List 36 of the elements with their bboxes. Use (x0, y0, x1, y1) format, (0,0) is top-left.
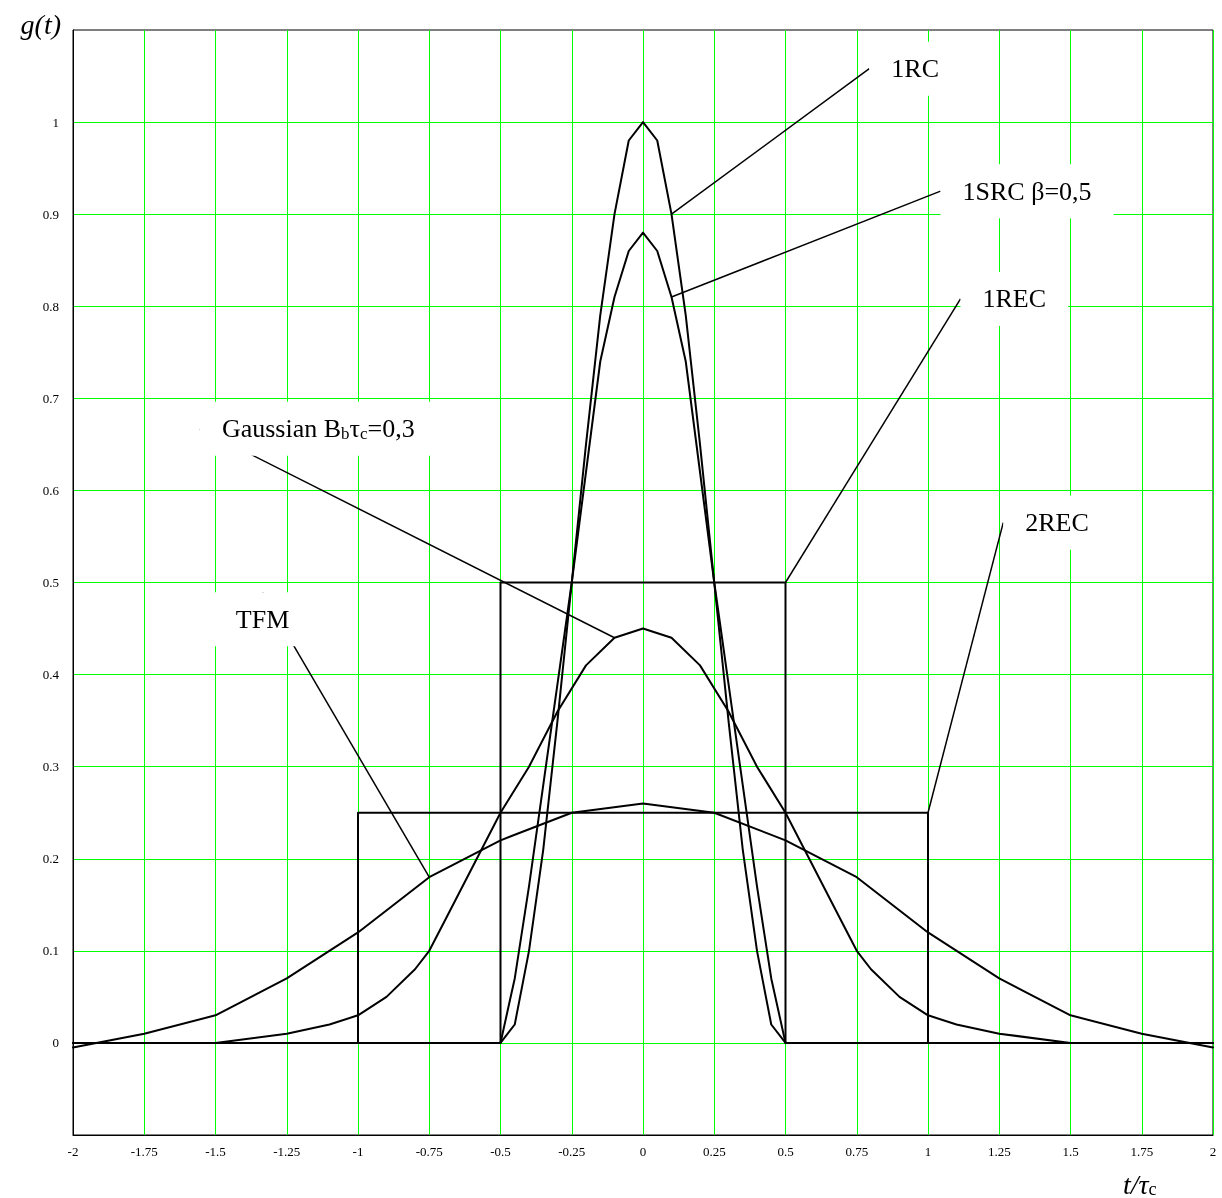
text: 1RC (891, 54, 939, 84)
x-tick-label: -1.25 (273, 1144, 301, 1159)
x-tick-label: 1 (924, 1144, 932, 1159)
text: TFM (235, 604, 290, 634)
y-tick-label: 0.4 (42, 667, 60, 683)
y-tick-label: 0.2 (42, 851, 59, 867)
text: 1REC (982, 284, 1047, 314)
text: 2REC (1025, 508, 1089, 538)
text: 1SRC β=0,5 (962, 176, 1092, 206)
y-tick-label: 0.8 (42, 298, 59, 314)
x-tick-label: -0.75 (415, 1144, 443, 1159)
x-tick-label: 1.5 (1062, 1144, 1079, 1159)
y-tick-label: 0.3 (42, 759, 59, 775)
x-tick-label: -1.5 (205, 1144, 226, 1159)
x-tick-label: 0.25 (702, 1144, 726, 1159)
x-tick-label: 1.25 (987, 1144, 1011, 1159)
y-tick-label: 0.5 (42, 575, 59, 590)
x-tick-label: -0.25 (558, 1144, 586, 1159)
y-axis-title: g(t) (20, 8, 61, 40)
y-tick-label: 0.1 (42, 943, 59, 959)
x-tick-label: -1 (352, 1144, 364, 1159)
y-tick-label: 0 (52, 1035, 59, 1051)
y-tick-label: 0.6 (42, 482, 60, 498)
x-axis-title: t/τc (1123, 1168, 1157, 1198)
x-tick-label: 1.75 (1130, 1144, 1154, 1159)
x-tick-label: 2 (1209, 1144, 1217, 1159)
x-tick-label: 0 (639, 1144, 647, 1159)
x-tick-label: 0.75 (845, 1144, 869, 1159)
text: Gaussian Bbτc=0,3 (221, 414, 415, 444)
y-tick-label: 0.7 (42, 390, 60, 406)
y-tick-label: 0.9 (42, 206, 59, 222)
x-tick-label: -1.75 (130, 1144, 158, 1159)
y-tick-label: 1 (52, 114, 59, 130)
x-tick-label: -0.5 (490, 1144, 511, 1159)
x-tick-label: 0.5 (777, 1144, 794, 1159)
x-tick-label: -2 (67, 1144, 79, 1159)
